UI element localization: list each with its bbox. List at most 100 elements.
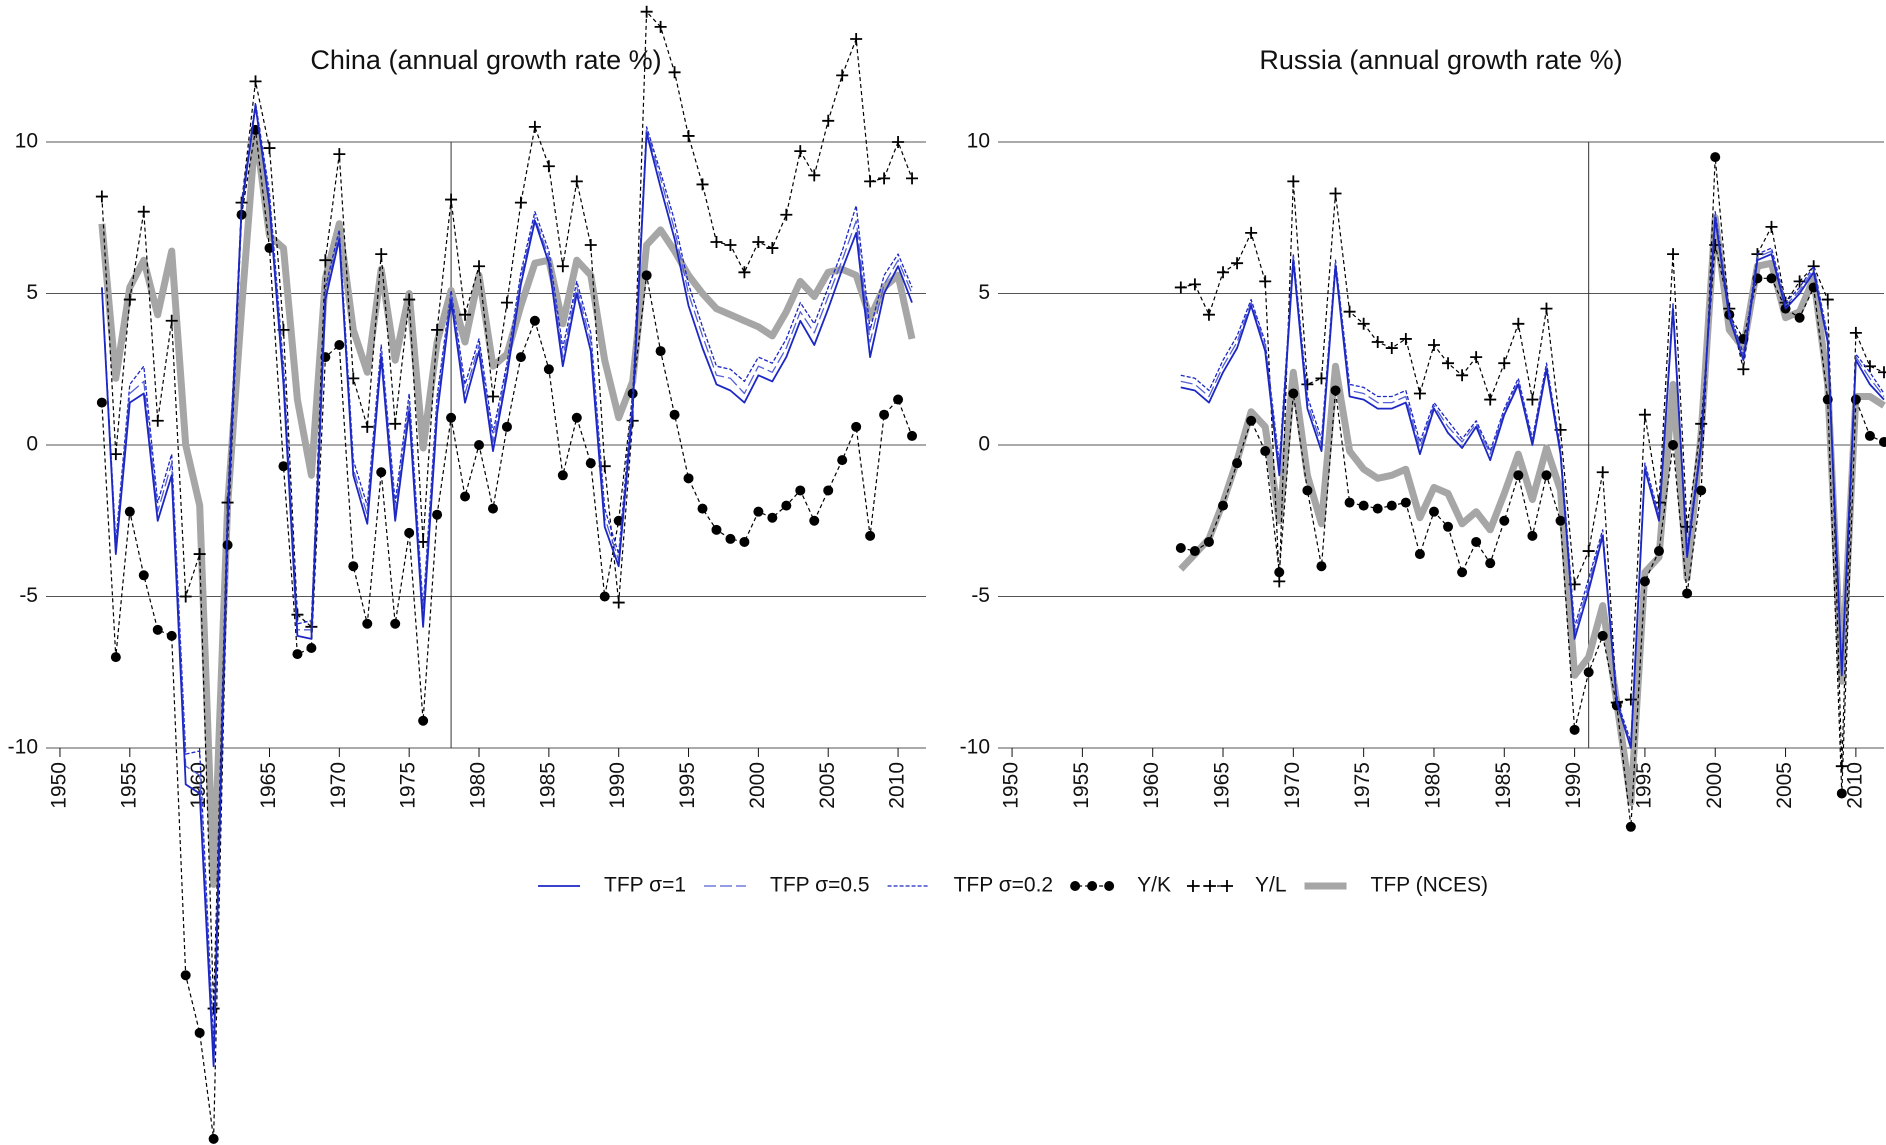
marker	[725, 533, 736, 544]
series-line	[98, 126, 916, 888]
marker	[1540, 302, 1553, 315]
marker	[249, 75, 262, 88]
marker	[752, 235, 765, 248]
marker	[1428, 506, 1439, 517]
legend-label: TFP σ=1	[604, 874, 686, 897]
marker	[376, 467, 387, 478]
marker	[1414, 549, 1425, 560]
marker	[766, 242, 779, 255]
marker	[1357, 317, 1370, 330]
marker	[404, 527, 415, 538]
legend-swatch	[1186, 880, 1199, 892]
marker	[319, 254, 332, 267]
marker	[1343, 305, 1356, 318]
marker	[1794, 312, 1805, 323]
marker	[879, 409, 890, 420]
series-line	[101, 104, 913, 1068]
marker	[334, 340, 345, 351]
y-tick-label: -5	[971, 584, 990, 607]
y-tick-label: 10	[967, 130, 990, 153]
marker	[710, 235, 723, 248]
marker	[1260, 446, 1271, 457]
marker	[1217, 266, 1230, 279]
marker	[542, 160, 555, 173]
marker	[1385, 342, 1398, 355]
marker	[1668, 440, 1679, 450]
marker	[514, 196, 527, 209]
marker	[1485, 558, 1496, 569]
legend-label: TFP (NCES)	[1371, 874, 1488, 897]
marker	[809, 515, 820, 526]
marker	[403, 293, 416, 306]
marker	[151, 414, 164, 427]
y-tick-label: 10	[15, 130, 38, 153]
marker	[1682, 588, 1693, 599]
series-line	[101, 104, 913, 1058]
marker	[180, 970, 191, 981]
marker	[1274, 567, 1285, 578]
marker	[822, 114, 835, 127]
marker	[486, 390, 499, 403]
marker	[823, 485, 834, 496]
marker	[543, 364, 554, 375]
marker	[683, 473, 694, 484]
legend-label: Y/L	[1255, 874, 1287, 897]
marker	[1639, 576, 1650, 587]
marker	[152, 624, 163, 635]
marker	[1498, 357, 1511, 370]
marker	[1527, 530, 1538, 541]
marker	[362, 618, 373, 629]
x-tick-label: 1965	[257, 762, 280, 809]
marker	[306, 643, 317, 654]
marker	[906, 172, 919, 185]
x-tick-label: 1980	[467, 762, 490, 809]
marker	[193, 548, 206, 561]
marker	[110, 652, 121, 663]
series-line	[101, 11, 913, 1010]
marker	[1301, 378, 1314, 391]
marker	[1878, 366, 1886, 379]
marker	[1288, 388, 1299, 399]
marker	[179, 590, 192, 603]
marker	[1246, 415, 1257, 426]
marker	[1174, 281, 1187, 294]
marker	[460, 491, 471, 502]
marker	[907, 430, 918, 441]
marker	[431, 323, 444, 336]
marker	[837, 455, 848, 466]
marker	[1189, 546, 1200, 557]
marker	[780, 208, 793, 221]
marker	[361, 420, 374, 433]
marker	[390, 618, 401, 629]
marker	[166, 630, 177, 641]
marker	[1400, 497, 1411, 508]
x-tick-label: 1980	[1422, 762, 1445, 809]
marker	[446, 412, 457, 423]
marker	[263, 142, 276, 155]
marker	[584, 239, 597, 252]
marker	[1245, 226, 1258, 239]
marker	[808, 169, 821, 182]
marker	[641, 270, 652, 281]
marker	[1457, 567, 1468, 578]
marker	[292, 649, 303, 660]
marker	[1499, 515, 1510, 526]
marker	[1582, 545, 1595, 558]
marker	[738, 266, 751, 279]
marker	[1372, 503, 1383, 514]
marker	[347, 372, 360, 385]
marker	[1765, 220, 1778, 233]
x-tick-label: 1960	[187, 762, 210, 809]
marker	[1710, 152, 1721, 163]
x-tick-label: 1970	[1281, 762, 1304, 809]
marker	[1218, 500, 1229, 511]
legend-swatch	[1087, 881, 1098, 891]
marker	[724, 239, 737, 252]
marker	[529, 315, 540, 326]
marker	[96, 397, 107, 408]
marker	[612, 596, 625, 609]
marker	[137, 205, 150, 218]
x-tick-label: 1990	[606, 762, 629, 809]
y-tick-label: 0	[26, 433, 38, 456]
marker	[474, 440, 485, 450]
